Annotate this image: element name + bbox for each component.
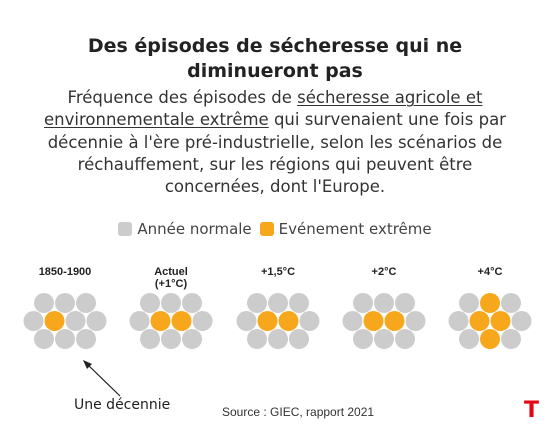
subtitle-line-3: décennie à l'ère pré-industrielle, selon…: [47, 132, 503, 152]
extreme-year-dot: [44, 311, 65, 331]
dot-groups: [23, 293, 532, 349]
extreme-year-dot: [257, 311, 278, 331]
normal-year-dot: [342, 311, 363, 331]
normal-year-dot: [76, 329, 96, 349]
normal-year-dot: [501, 293, 521, 313]
chart-subtitle: Fréquence des épisodes de sécheresse agr…: [0, 87, 550, 198]
scenario-label-3: +1,5°C: [233, 266, 323, 278]
subtitle-line-1: Fréquence des épisodes de sécheresse agr…: [0, 87, 550, 109]
normal-year-dot: [405, 311, 426, 331]
extreme-year-dot: [384, 311, 405, 331]
normal-year-dot: [247, 329, 267, 349]
normal-year-dot: [34, 329, 54, 349]
decade-annotation-label: Une décennie: [74, 397, 171, 413]
scenario-label-1: 1850-1900: [20, 266, 110, 278]
normal-year-dot: [161, 329, 181, 349]
subtitle-line-2-text: qui survenaient une fois par: [268, 110, 506, 130]
normal-year-dot: [23, 311, 44, 331]
normal-year-dot: [289, 293, 309, 313]
scenario-label-line: 1850-1900: [38, 266, 92, 278]
normal-year-dot: [192, 311, 213, 331]
scenario-label-2: Actuel (+1°C): [126, 266, 216, 290]
normal-year-dot: [55, 293, 75, 313]
chart-title: Des épisodes de sécheresse qui ne diminu…: [0, 34, 550, 84]
drought-definition-link-cont[interactable]: environnementale extrême: [44, 110, 269, 130]
normal-year-dot: [161, 293, 181, 313]
normal-year-dot: [182, 293, 202, 313]
normal-year-dot: [182, 329, 202, 349]
scenario-label-4: +2°C: [339, 266, 429, 278]
arrow-line: [86, 363, 121, 397]
normal-year-dot: [299, 311, 320, 331]
extreme-year-dot: [278, 311, 299, 331]
legend-label-extreme: Evénement extrême: [278, 220, 432, 238]
normal-year-dot: [34, 293, 54, 313]
normal-year-dot: [86, 311, 107, 331]
normal-year-dot: [501, 329, 521, 349]
normal-year-dot: [55, 329, 75, 349]
chart-title-line-2: diminueront pas: [187, 60, 363, 82]
normal-year-dot: [268, 293, 288, 313]
normal-year-dot: [459, 329, 479, 349]
normal-year-dot: [511, 311, 532, 331]
extreme-year-dot: [480, 329, 500, 349]
normal-year-dot: [353, 293, 373, 313]
scenario-label-line: +2°C: [371, 266, 397, 278]
scenario-label-line: +4°C: [477, 266, 503, 278]
normal-year-dot: [268, 329, 288, 349]
subtitle-line-5: concernées, dont l'Europe.: [164, 177, 386, 197]
extreme-year-dot: [150, 311, 171, 331]
normal-year-dot: [289, 329, 309, 349]
normal-year-dot: [459, 293, 479, 313]
legend: Année normale Evénement extrême: [0, 218, 550, 240]
subtitle-line-4: réchauffement, sur les régions qui peuve…: [77, 154, 473, 174]
normal-year-dot: [448, 311, 469, 331]
source-note: Source : GIEC, rapport 2021: [222, 405, 375, 419]
extreme-year-dot: [490, 311, 511, 331]
extreme-year-dot: [363, 311, 384, 331]
legend-swatch-normal: [118, 222, 133, 236]
scenario-label-line: (+1°C): [154, 278, 188, 290]
dot-group-3: [236, 293, 320, 349]
dot-group-4: [342, 293, 426, 349]
normal-year-dot: [395, 329, 415, 349]
scenario-label-line: Actuel: [154, 266, 188, 278]
extreme-year-dot: [469, 311, 490, 331]
dot-group-5: [448, 293, 532, 349]
normal-year-dot: [374, 293, 394, 313]
normal-year-dot: [374, 329, 394, 349]
scenario-label-5: +4°C: [445, 266, 535, 278]
normal-year-dot: [76, 293, 96, 313]
normal-year-dot: [353, 329, 373, 349]
dot-group-2: [129, 293, 213, 349]
extreme-year-dot: [480, 293, 500, 313]
normal-year-dot: [395, 293, 415, 313]
normal-year-dot: [247, 293, 267, 313]
normal-year-dot: [129, 311, 150, 331]
arrow-head: [83, 360, 92, 369]
publisher-logo: T: [524, 398, 540, 423]
extreme-year-dot: [171, 311, 192, 331]
decade-annotation-arrow: [83, 360, 121, 397]
normal-year-dot: [140, 293, 160, 313]
drought-definition-link[interactable]: sécheresse agricole et: [297, 88, 483, 107]
normal-year-dot: [65, 311, 86, 331]
normal-year-dot: [140, 329, 160, 349]
legend-swatch-extreme: [259, 222, 274, 236]
normal-year-dot: [236, 311, 257, 331]
subtitle-line-2: environnementale extrême qui survenaient…: [0, 109, 550, 131]
subtitle-line-1-text: Fréquence des épisodes de: [67, 88, 298, 107]
legend-label-normal: Année normale: [137, 220, 252, 238]
chart-title-line-1: Des épisodes de sécheresse qui ne: [87, 35, 463, 57]
legend-item-normal: Année normale: [118, 220, 252, 238]
dot-group-1: [23, 293, 107, 349]
legend-item-extreme: Evénement extrême: [259, 220, 432, 238]
scenario-label-line: +1,5°C: [260, 266, 296, 278]
